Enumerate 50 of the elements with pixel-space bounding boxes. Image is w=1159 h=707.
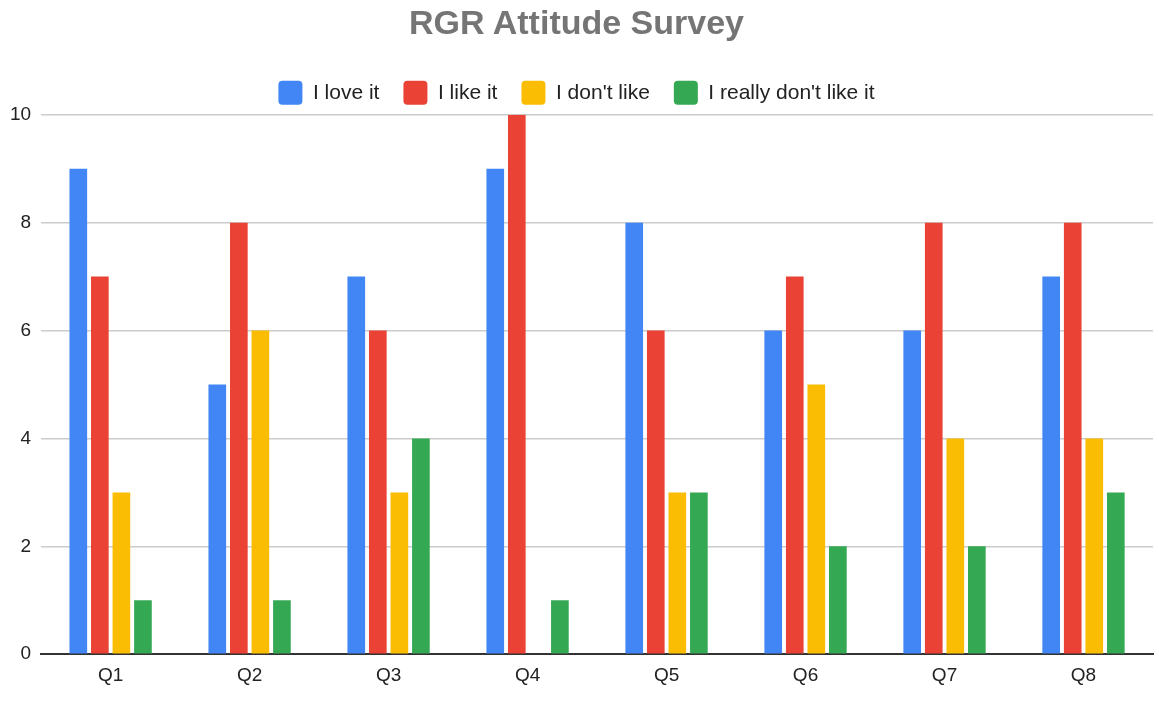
bar: [785, 276, 804, 654]
x-tick-label: Q7: [931, 663, 958, 685]
y-tick-label: 6: [20, 318, 32, 340]
y-tick-label: 0: [20, 642, 32, 664]
bar: [69, 168, 88, 654]
bar: [551, 600, 569, 654]
chart-title: RGR Attitude Survey: [408, 2, 745, 41]
bar: [1063, 222, 1082, 654]
bar: [924, 222, 943, 654]
bar: [903, 330, 922, 654]
x-tick-label: Q2: [236, 663, 263, 685]
legend-label: I don't like: [555, 79, 650, 103]
bar: [91, 276, 109, 654]
legend-label: I love it: [312, 79, 380, 103]
bar: [390, 492, 409, 654]
x-tick-label: Q5: [653, 663, 680, 685]
bar: [230, 222, 248, 654]
x-tick-label: Q1: [97, 663, 124, 685]
y-tick-label: 10: [9, 103, 32, 125]
bar: [134, 600, 152, 654]
y-tick-label: 4: [20, 426, 32, 448]
x-tick-label: Q4: [514, 663, 541, 685]
bar: [347, 276, 366, 654]
bar: [486, 168, 505, 654]
legend-label: I really don't like it: [708, 79, 875, 103]
legend-label: I like it: [437, 79, 498, 103]
bar: [946, 438, 965, 654]
bar: [668, 492, 687, 654]
bar: [1106, 492, 1125, 654]
bar: [412, 438, 430, 654]
bar: [1042, 276, 1061, 654]
bar: [807, 384, 826, 654]
y-tick-label: 8: [20, 210, 32, 232]
bar: [829, 546, 847, 654]
bar: [764, 330, 783, 654]
bar: [368, 330, 387, 654]
bar: [208, 384, 227, 654]
bar: [968, 546, 986, 654]
bar: [1085, 438, 1104, 654]
bar: [507, 114, 526, 654]
x-tick-label: Q3: [375, 663, 402, 685]
bar: [273, 600, 291, 654]
bar: [112, 492, 131, 654]
x-tick-label: Q6: [792, 663, 819, 685]
bar: [251, 330, 270, 654]
bar: [646, 330, 665, 654]
x-tick-label: Q8: [1070, 663, 1097, 685]
bar: [625, 222, 644, 654]
bar: [690, 492, 708, 654]
y-tick-label: 2: [20, 534, 32, 556]
